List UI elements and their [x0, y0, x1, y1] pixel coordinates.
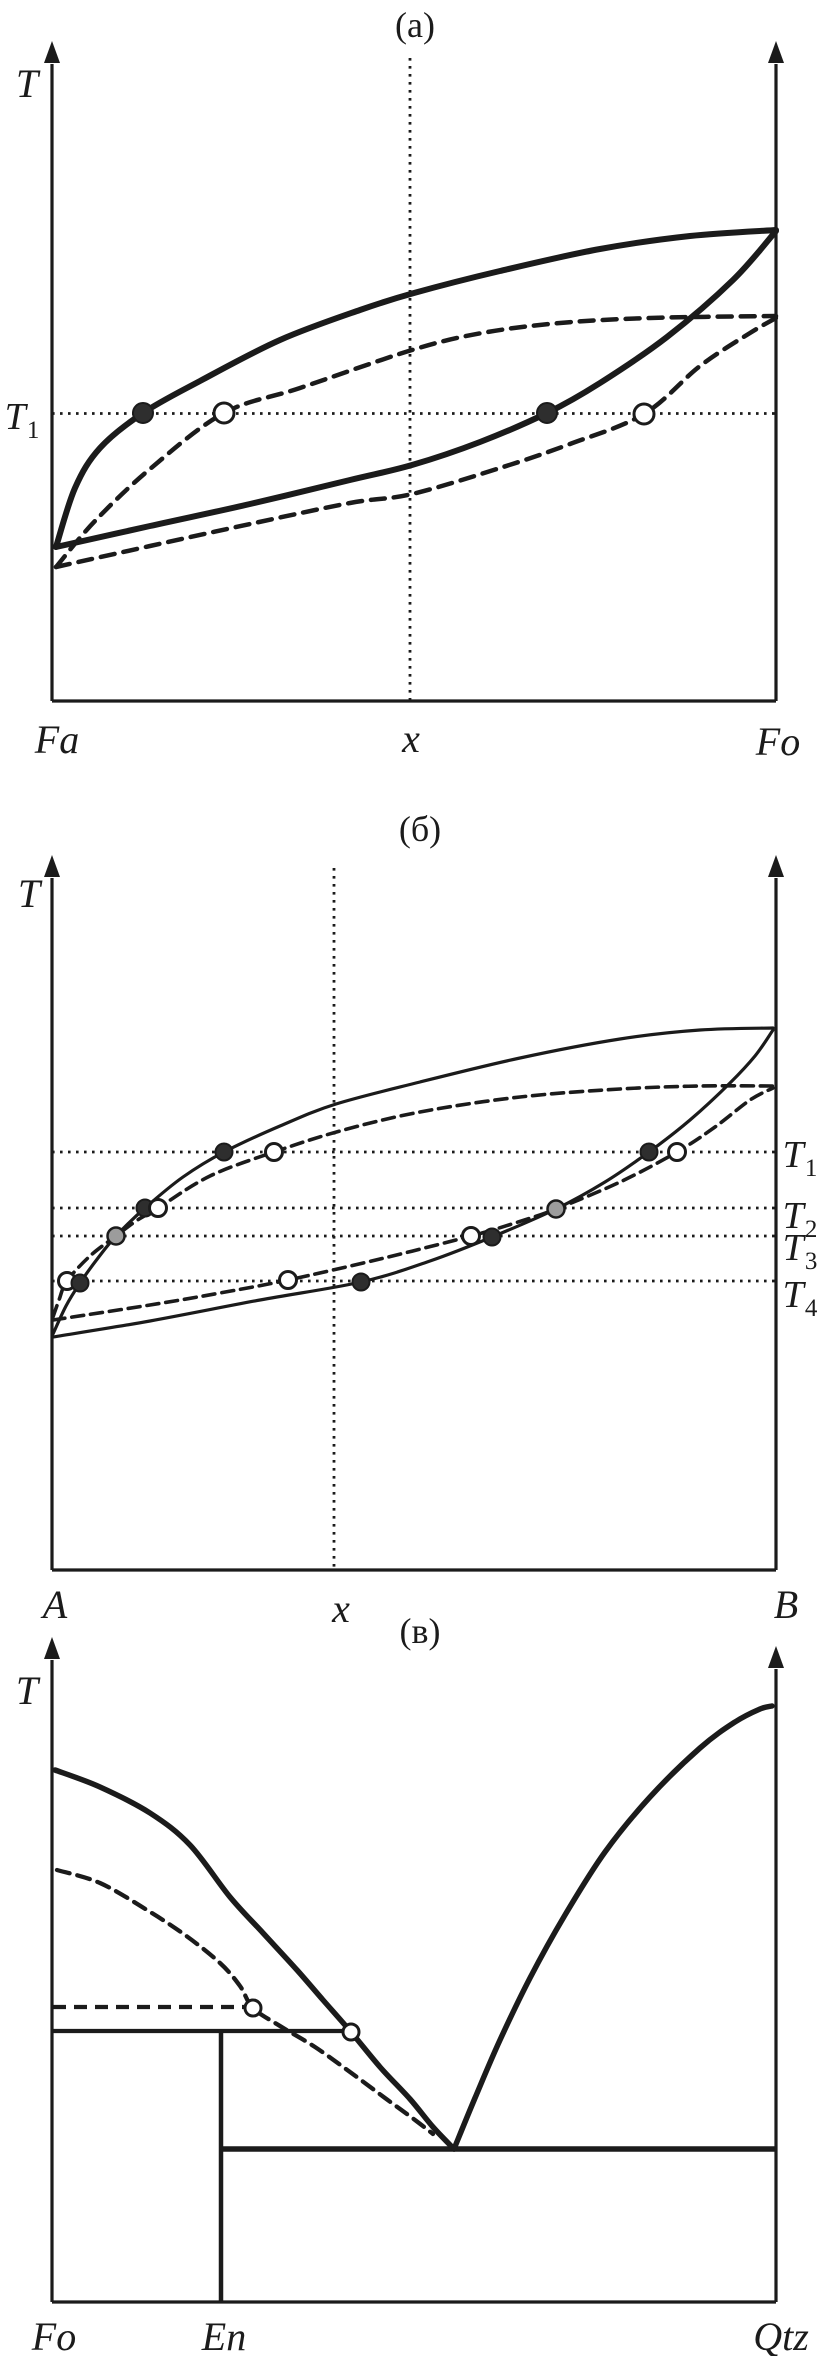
panel-b-t3-label: T3 [782, 1227, 818, 1275]
panel-b [44, 855, 784, 1572]
gray-composition-marker [106, 1226, 126, 1246]
filled-composition-marker [536, 402, 558, 424]
equilibrium-solidus-curve [51, 1028, 775, 1339]
panel-a-temperature-axis-label: T [15, 61, 39, 106]
qtz-liquidus-curve [451, 1703, 775, 2152]
panel-a-right-endmember-label: Fo [755, 719, 801, 764]
filled-composition-marker [351, 1272, 371, 1292]
panel-v-temperature-axis-label: T [15, 1668, 39, 1713]
open-composition-marker [148, 1198, 168, 1218]
filled-composition-marker [214, 1142, 234, 1162]
axis-arrowhead-icon [768, 41, 784, 63]
filled-composition-marker [639, 1142, 659, 1162]
kinetic-liquidus-curve [53, 313, 779, 570]
axis-arrowhead-icon [768, 1646, 784, 1668]
panel-v-en-label: En [201, 2314, 247, 2356]
open-composition-marker [632, 402, 656, 426]
panel-v-left-endmember-label: Fo [31, 2314, 77, 2356]
panel-a-bulk-composition-label: x [402, 716, 420, 761]
panel-b-title: (б) [398, 809, 442, 849]
open-composition-marker [461, 1226, 481, 1246]
open-composition-marker [212, 401, 236, 425]
open-composition-marker [264, 1142, 284, 1162]
equilibrium-liquidus-curve [51, 1026, 775, 1336]
equilibrium-liquidus-curve [53, 227, 779, 550]
gray-composition-marker [546, 1199, 566, 1219]
fo-liquidus-curve [52, 1767, 457, 2152]
panel-b-right-endmember-label: B [773, 1582, 799, 1627]
axis-arrowhead-icon [768, 855, 784, 877]
panel-b-t2-label: T2 [782, 1195, 818, 1243]
kinetic-solidus-curve [53, 315, 779, 570]
axis-arrowhead-icon [44, 855, 60, 877]
panel-v-title: (в) [399, 1611, 441, 1651]
panel-a-title: (а) [395, 5, 435, 45]
filled-composition-marker [132, 402, 154, 424]
panel-b-temperature-axis-label: T [17, 871, 41, 916]
panel-a-t1-label: T1 [4, 396, 40, 444]
panel-v-right-endmember-label: Qtz [753, 2314, 809, 2356]
open-composition-marker [341, 2022, 361, 2042]
panel-b-left-endmember-label: A [42, 1582, 68, 1627]
panel-b-t4-label: T4 [782, 1274, 818, 1322]
axis-arrowhead-icon [44, 1637, 60, 1659]
metastable-liquidus-curve [54, 1867, 436, 2137]
panel-v [44, 1637, 784, 2304]
open-composition-marker [667, 1142, 687, 1162]
panel-b-t1-label: T1 [782, 1134, 818, 1182]
panel-a-left-endmember-label: Fa [34, 717, 80, 762]
kinetic-solidus-curve [51, 1086, 775, 1322]
kinetic-liquidus-curve [51, 1083, 775, 1319]
filled-composition-marker [70, 1273, 90, 1293]
open-composition-marker [278, 1270, 298, 1290]
axis-arrowhead-icon [44, 41, 60, 63]
equilibrium-solidus-curve [53, 228, 779, 550]
open-composition-marker [243, 1998, 263, 2018]
panel-a [44, 41, 784, 703]
filled-composition-marker [482, 1227, 502, 1247]
panel-b-bulk-composition-label: x [332, 1586, 350, 1631]
